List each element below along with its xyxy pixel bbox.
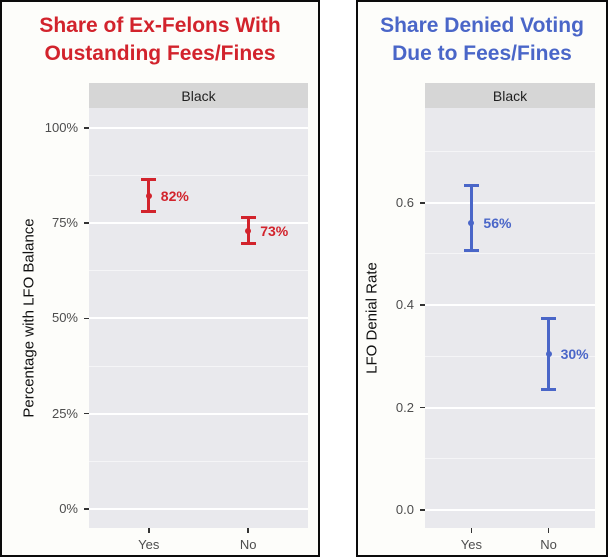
major-gridline [425,406,595,409]
y-tick-mark [420,304,425,306]
minor-gridline [89,365,308,367]
x-tick-label: Yes [460,537,483,552]
right-chart-panel: Share Denied Voting Due to Fees/Fines Bl… [356,0,608,557]
major-gridline [425,509,595,512]
y-tick-mark [420,406,425,409]
y-tick-label: 100% [44,119,78,135]
y-tick-mark [84,508,89,510]
x-tick-label: No [239,537,257,552]
right-chart-figure: Black LFO Denial Rate 0.6 0.4 0.2 0.0 Yes No 5… [358,83,606,555]
major-gridline [89,222,308,225]
right-chart-title: Share Denied Voting Due to Fees/Fines [360,12,604,67]
y-axis-title: LFO Denial Rate [363,262,381,374]
minor-gridline [425,355,595,357]
y-tick-mark [420,202,425,204]
errorbar-cap-bottom [240,242,256,246]
x-tick-mark [470,528,473,533]
errorbar-cap-top [240,216,256,220]
value-label: 30% [560,345,589,362]
major-gridline [425,304,595,307]
y-tick-label: 50% [51,310,78,326]
y-tick-mark [84,317,89,320]
minor-gridline [425,458,595,460]
data-point [245,227,252,234]
plot-area [425,108,595,528]
y-tick-mark [84,412,89,415]
y-tick-mark [420,509,425,511]
y-tick-label: 0.2 [395,399,414,415]
errorbar-cap-top [541,317,557,320]
errorbar-cap-top [141,178,157,182]
x-tick-label: Yes [138,537,160,552]
facet-strip-label: Black [492,87,528,104]
left-chart-title-line1: Share of Ex-Felons With [39,14,281,37]
y-tick-label: 0.0 [395,502,414,518]
facet-strip: Black [89,83,308,108]
errorbar-cap-bottom [141,209,157,213]
y-tick-label: 0.4 [395,297,414,313]
left-chart-title-line2: Oustanding Fees/Fines [44,41,276,65]
data-point [468,220,475,227]
y-tick-mark [84,127,89,129]
errorbar-line [469,184,473,252]
y-tick-label: 0.6 [395,194,414,210]
plot-area [89,108,308,528]
minor-gridline [425,151,595,153]
major-gridline [89,317,308,320]
data-point [145,193,152,200]
right-chart-title-line2: Due to Fees/Fines [392,41,572,65]
major-gridline [89,126,308,129]
left-chart-panel: Share of Ex-Felons With Oustanding Fees/… [0,0,320,557]
value-label: 73% [260,222,289,239]
x-tick-label: No [540,537,557,552]
major-gridline [89,507,308,510]
value-label: 56% [483,215,512,232]
left-chart-title: Share of Ex-Felons With Oustanding Fees/… [4,12,316,67]
y-tick-label: 0% [59,500,78,516]
x-tick-mark [247,528,249,533]
errorbar-cap-bottom [541,387,557,391]
x-tick-mark [547,528,550,533]
major-gridline [89,412,308,415]
y-tick-mark [84,222,89,224]
value-label: 82% [160,188,189,205]
y-tick-label: 75% [51,215,78,231]
errorbar-cap-top [463,183,479,187]
minor-gridline [89,174,308,176]
minor-gridline [89,460,308,462]
right-chart-title-line1: Share Denied Voting [380,14,584,37]
y-tick-label: 25% [51,405,78,421]
x-tick-mark [148,528,150,533]
major-gridline [425,201,595,204]
minor-gridline [425,253,595,255]
facet-strip-label: Black [181,87,216,104]
minor-gridline [89,270,308,272]
errorbar-cap-bottom [463,249,479,253]
left-chart-figure: Black Percentage with LFO Balance 100% 75… [2,83,318,555]
data-point [545,350,552,357]
facet-strip: Black [425,83,595,108]
